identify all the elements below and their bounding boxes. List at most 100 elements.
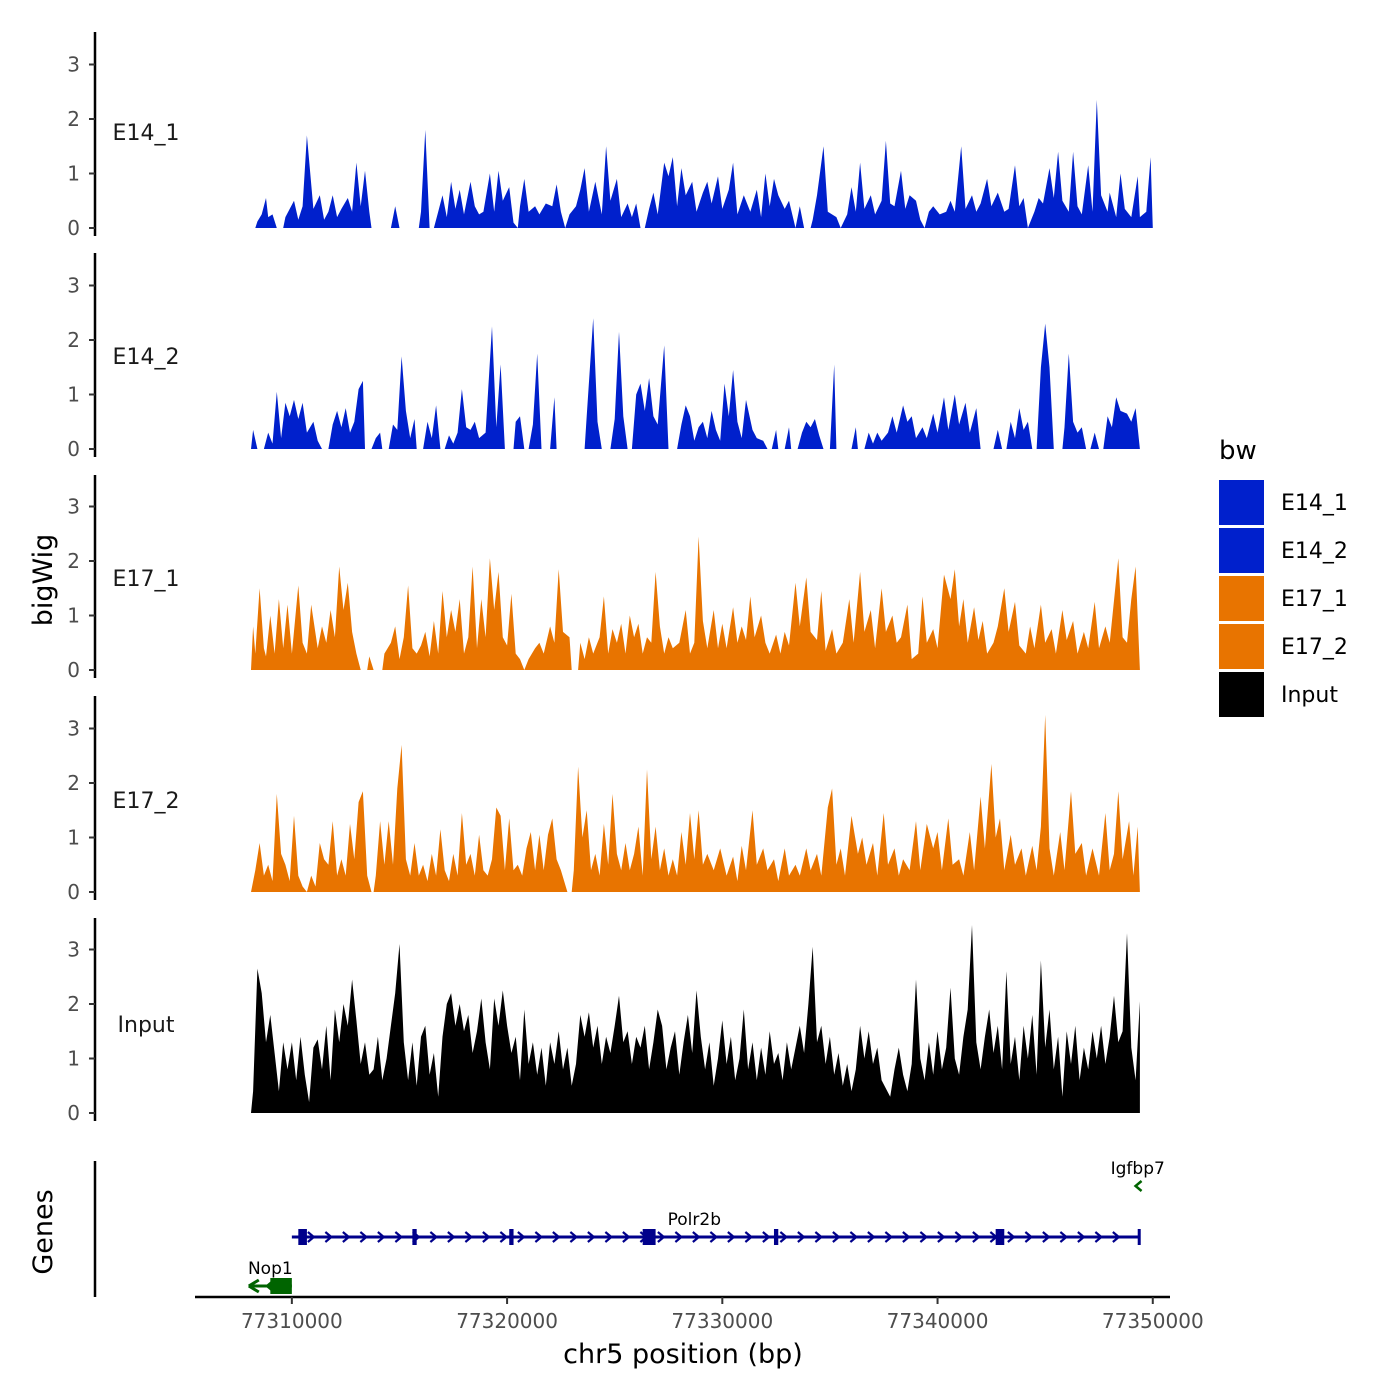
strand-chevron bbox=[972, 1231, 981, 1243]
legend-title: bw bbox=[1219, 436, 1257, 466]
track-panel-input: 0 1 2 3 bbox=[67, 918, 1140, 1125]
strip-label-input: Input bbox=[118, 1013, 175, 1038]
strand-chevron bbox=[622, 1231, 631, 1243]
exon-polr2b bbox=[509, 1229, 514, 1245]
strand-chevron bbox=[534, 1231, 544, 1243]
y-tick-label-e17-1: 2 bbox=[67, 549, 80, 573]
strand-chevron bbox=[1094, 1231, 1104, 1243]
x-tick-label: 77340000 bbox=[887, 1309, 989, 1333]
strand-chevron bbox=[657, 1231, 666, 1243]
y-tick-label-e14-1: 2 bbox=[67, 107, 80, 131]
strip-label-e14-1: E14_1 bbox=[113, 121, 180, 146]
x-tick-label: 77310000 bbox=[241, 1309, 343, 1333]
legend-key-e14-2 bbox=[1219, 528, 1264, 573]
signal-area-e17-1 bbox=[251, 536, 1140, 670]
genes-axis-title: Genes bbox=[28, 1189, 59, 1274]
exon-polr2b bbox=[412, 1229, 417, 1245]
gene-polr2b: Polr2b bbox=[291, 1210, 1141, 1245]
y-tick-label-input: 2 bbox=[67, 992, 80, 1016]
strip-label-e14-2: E14_2 bbox=[113, 345, 180, 370]
gene-label-polr2b: Polr2b bbox=[668, 1210, 721, 1230]
strand-arrow-nop1 bbox=[248, 1278, 260, 1294]
strand-chevron bbox=[884, 1231, 894, 1243]
y-tick-label-input: 1 bbox=[67, 1047, 80, 1071]
strand-chevron bbox=[902, 1231, 911, 1243]
x-axis-title: chr5 position (bp) bbox=[563, 1339, 803, 1370]
track-panel-e14-1: 0 1 2 3 bbox=[67, 32, 1153, 240]
strand-chevron bbox=[692, 1231, 701, 1243]
strand-chevron bbox=[394, 1231, 404, 1243]
y-tick-label-e17-1: 1 bbox=[67, 604, 80, 628]
strand-chevron bbox=[359, 1231, 369, 1243]
strand-chevron bbox=[499, 1231, 509, 1243]
strand-chevron bbox=[587, 1231, 596, 1243]
legend-label-e14-2: E14_2 bbox=[1281, 539, 1348, 564]
strand-chevron bbox=[604, 1231, 614, 1243]
gene-label-nop1: Nop1 bbox=[248, 1259, 293, 1279]
legend-key-input bbox=[1219, 672, 1264, 717]
strand-chevron bbox=[464, 1231, 474, 1243]
strip-label-e17-2: E17_2 bbox=[113, 789, 180, 814]
gene-label-igfbp7: Igfbp7 bbox=[1111, 1159, 1165, 1179]
strand-chevron bbox=[779, 1231, 789, 1243]
legend-label-input: Input bbox=[1281, 683, 1338, 708]
y-tick-label-e14-1: 0 bbox=[67, 216, 80, 240]
gene-track: Polr2b Nop1 Igfbp7 bbox=[93, 1159, 1165, 1297]
exon-polr2b bbox=[773, 1229, 779, 1245]
strand-chevron bbox=[919, 1231, 929, 1243]
strand-chevron bbox=[307, 1231, 316, 1243]
gene-chevron-igfbp7 bbox=[1133, 1180, 1143, 1192]
y-tick-label-e17-1: 3 bbox=[67, 495, 80, 519]
y-tick-label-input: 0 bbox=[67, 1101, 80, 1125]
legend-key-e17-1 bbox=[1219, 576, 1264, 621]
x-axis: 77310000 77320000 77330000 77340000 77350000 bbox=[195, 1295, 1204, 1333]
signal-tracks: 0 1 2 3 0 1 2 3 0 1 2 3 0 1 2 3 0 1 2 3 bbox=[67, 32, 1153, 1125]
y-tick-label-input: 3 bbox=[67, 938, 80, 962]
strand-chevron bbox=[324, 1231, 334, 1243]
strand-chevron bbox=[517, 1231, 526, 1243]
strand-chevron bbox=[1007, 1231, 1016, 1243]
signal-area-e14-2 bbox=[251, 318, 1140, 449]
y-tick-label-e17-2: 3 bbox=[67, 717, 80, 741]
track-panel-e14-2: 0 1 2 3 bbox=[67, 253, 1140, 461]
exon-polr2b bbox=[1137, 1229, 1141, 1245]
x-tick-label: 77320000 bbox=[456, 1309, 558, 1333]
strand-chevron bbox=[762, 1231, 771, 1243]
exon-nop1 bbox=[270, 1278, 292, 1294]
y-tick-label-e17-2: 1 bbox=[67, 826, 80, 850]
y-tick-label-e14-2: 0 bbox=[67, 437, 80, 461]
strand-chevron bbox=[744, 1231, 754, 1243]
y-axis-title: bigWig bbox=[28, 534, 59, 627]
strand-chevron bbox=[1042, 1231, 1051, 1243]
y-tick-label-e17-1: 0 bbox=[67, 658, 80, 682]
exon-polr2b bbox=[642, 1229, 656, 1245]
strand-chevron bbox=[1112, 1231, 1121, 1243]
legend-label-e17-1: E17_1 bbox=[1281, 587, 1348, 612]
signal-area-input bbox=[251, 925, 1140, 1113]
x-tick-label: 77330000 bbox=[671, 1309, 773, 1333]
strand-chevron bbox=[937, 1231, 946, 1243]
strand-chevron bbox=[342, 1231, 351, 1243]
y-tick-label-e14-2: 2 bbox=[67, 328, 80, 352]
strand-chevron bbox=[377, 1231, 386, 1243]
strand-chevron bbox=[482, 1231, 491, 1243]
track-panel-e17-1: 0 1 2 3 bbox=[67, 475, 1140, 682]
y-tick-label-e14-1: 3 bbox=[67, 53, 80, 77]
strand-chevron bbox=[429, 1231, 439, 1243]
y-tick-label-e17-2: 0 bbox=[67, 880, 80, 904]
strand-chevron bbox=[727, 1231, 736, 1243]
legend-label-e14-1: E14_1 bbox=[1281, 491, 1348, 516]
exon-polr2b bbox=[298, 1229, 307, 1245]
gene-nop1: Nop1 bbox=[248, 1259, 293, 1294]
exon-polr2b bbox=[995, 1229, 1005, 1245]
y-tick-label-e14-2: 1 bbox=[67, 383, 80, 407]
y-tick-label-e17-2: 2 bbox=[67, 771, 80, 795]
track-panel-e17-2: 0 1 2 3 bbox=[67, 696, 1140, 904]
strand-chevron bbox=[954, 1231, 964, 1243]
strand-chevron bbox=[1077, 1231, 1086, 1243]
strip-label-e17-1: E17_1 bbox=[113, 567, 180, 592]
strand-chevron bbox=[867, 1231, 876, 1243]
y-tick-label-e14-2: 3 bbox=[67, 274, 80, 298]
signal-area-e17-2 bbox=[251, 714, 1140, 892]
strand-chevron bbox=[674, 1231, 684, 1243]
